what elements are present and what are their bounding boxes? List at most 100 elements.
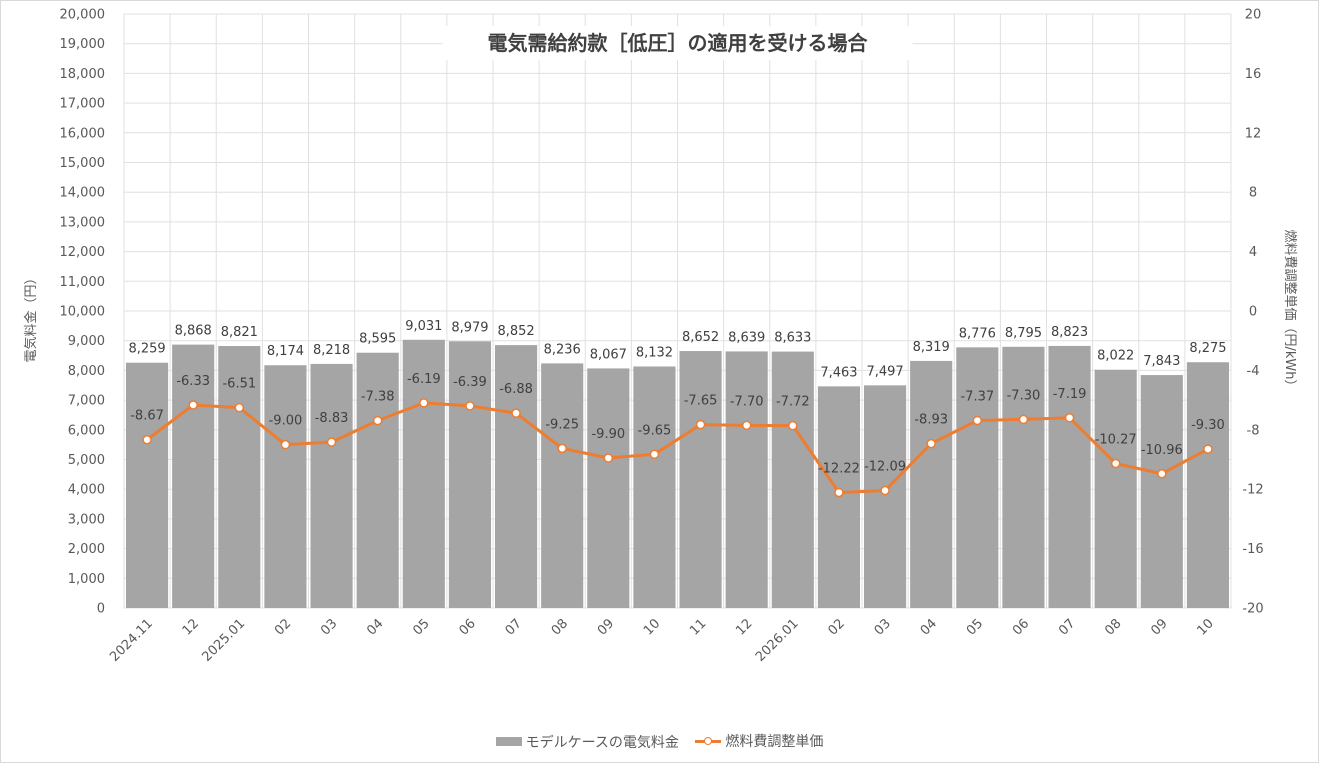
y-left-tick-label: 1,000 (68, 572, 105, 587)
y-left-tick-label: 2,000 (68, 542, 105, 557)
bar (771, 351, 814, 608)
x-tick-label: 02 (825, 616, 847, 638)
x-tick-label: 08 (549, 616, 571, 638)
x-tick-label: 2025.01 (200, 616, 249, 665)
line-point (972, 415, 983, 426)
y-right-tick-label: -12 (1242, 483, 1263, 498)
bar (495, 345, 538, 608)
bar-data-label: 7,463 (820, 365, 857, 380)
y-right-tick-label: -8 (1247, 423, 1260, 438)
bar-data-label: 7,497 (866, 364, 903, 379)
y-left-tick-label: 10,000 (60, 305, 106, 320)
line-data-label: -9.30 (1191, 418, 1225, 433)
bar (356, 352, 399, 608)
bar (264, 365, 307, 608)
line-data-label: -7.72 (776, 395, 810, 410)
line-data-label: -6.88 (499, 382, 533, 397)
y-right-tick-label: 8 (1249, 186, 1257, 201)
bar-data-label: 8,868 (175, 324, 212, 339)
x-tick-label: 06 (1010, 616, 1032, 638)
chart-legend: モデルケースの電気料金 燃料費調整単価 (0, 731, 1319, 752)
line-data-label: -6.39 (453, 375, 487, 390)
x-tick-label: 05 (410, 616, 432, 638)
line-data-label: -6.19 (407, 372, 441, 387)
line-series (146, 401, 1209, 494)
bar (864, 385, 907, 608)
bar (1048, 345, 1091, 608)
bar-data-label: 8,776 (959, 326, 996, 341)
line-data-label: -12.22 (818, 461, 860, 476)
bar-data-label: 8,639 (728, 330, 765, 345)
x-tick-label: 06 (456, 616, 478, 638)
bar (402, 339, 445, 608)
bar (448, 341, 491, 608)
line-point (1157, 469, 1167, 479)
bar (541, 363, 584, 608)
x-tick-label: 07 (1056, 616, 1078, 638)
y-right-tick-label: 16 (1245, 67, 1262, 82)
bar-data-label: 8,174 (267, 344, 304, 359)
x-tick-label: 2024.11 (107, 616, 156, 665)
line-data-label: -8.83 (315, 411, 349, 426)
legend-bar-swatch (495, 737, 522, 746)
y-left-tick-label: 17,000 (60, 97, 106, 112)
y-right-tick-label: 12 (1245, 126, 1262, 141)
line-data-label: -9.00 (269, 414, 303, 429)
bar (1140, 375, 1183, 608)
bar-data-label: 8,067 (590, 347, 627, 362)
line-data-label: -12.09 (864, 460, 906, 475)
y-left-tick-label: 15,000 (60, 156, 106, 171)
y-left-tick-label: 16,000 (60, 126, 106, 141)
bar-data-label: 8,022 (1097, 349, 1134, 364)
y-left-tick-label: 3,000 (68, 512, 105, 527)
y-left-tick-label: 9,000 (68, 334, 105, 349)
line-data-label: -10.27 (1095, 433, 1137, 448)
bar-data-label: 8,633 (774, 331, 811, 346)
legend-line-label: 燃料費調整単価 (725, 734, 824, 750)
bar (172, 344, 215, 608)
y-left-tick-label: 11,000 (60, 275, 106, 290)
line-point (1110, 458, 1121, 469)
y-right-tick-label: -20 (1242, 602, 1263, 617)
line-point (1064, 413, 1075, 423)
y-left-tick-label: 14,000 (60, 186, 106, 201)
x-tick-label: 04 (918, 616, 940, 638)
bar-data-label: 8,795 (1005, 326, 1042, 341)
bar (910, 360, 953, 608)
bar (633, 366, 676, 608)
x-tick-label: 09 (1148, 616, 1170, 638)
line-point (603, 453, 614, 463)
bar-data-label: 8,979 (451, 320, 488, 335)
line-point (142, 434, 152, 445)
line-point (788, 420, 798, 431)
bar-data-label: 8,595 (359, 332, 396, 347)
bar (1002, 346, 1045, 608)
line-data-label: -10.96 (1141, 443, 1183, 458)
x-tick-label: 2026.01 (753, 616, 802, 665)
bar (956, 347, 999, 608)
bar-data-label: 8,132 (636, 345, 673, 360)
line-data-label: -9.90 (591, 427, 625, 442)
x-tick-label: 07 (503, 616, 525, 638)
x-tick-label: 02 (272, 616, 294, 638)
line-point (880, 485, 890, 496)
y-left-tick-label: 19,000 (60, 37, 106, 52)
bar (679, 351, 722, 608)
bar-data-label: 8,218 (313, 343, 350, 358)
chart-title-background (442, 26, 913, 60)
bar (587, 368, 630, 608)
line-point (372, 415, 383, 426)
y-left-tick-label: 7,000 (68, 394, 105, 409)
legend-item-bar: モデルケースの電気料金 (495, 732, 679, 752)
x-tick-label: 12 (733, 616, 755, 638)
x-tick-label: 12 (180, 616, 202, 638)
y-right-axis-title: 燃料費調整単価（円/kWh） (1282, 229, 1298, 392)
y-right-tick-label: -16 (1242, 542, 1263, 557)
bar-data-label: 8,823 (1051, 325, 1088, 340)
bar (1186, 362, 1229, 608)
legend-bar-label: モデルケースの電気料金 (525, 734, 679, 751)
line-data-label: -7.19 (1053, 387, 1087, 402)
y-right-tick-label: 4 (1249, 245, 1257, 260)
x-tick-label: 03 (318, 616, 340, 638)
